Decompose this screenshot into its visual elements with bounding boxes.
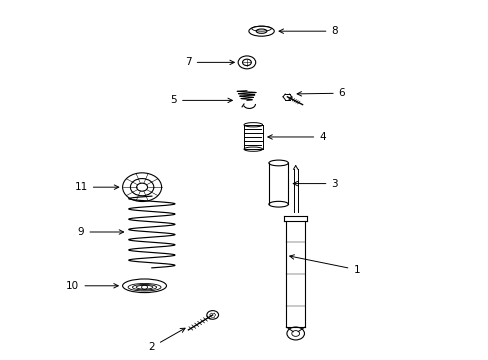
Text: 8: 8 (279, 26, 337, 36)
Text: 5: 5 (170, 95, 232, 105)
Text: 1: 1 (289, 255, 359, 275)
Text: 6: 6 (297, 88, 345, 98)
Text: 7: 7 (185, 57, 234, 67)
Text: 9: 9 (78, 227, 123, 237)
Text: 3: 3 (293, 179, 337, 189)
Text: 4: 4 (267, 132, 325, 142)
Text: 10: 10 (66, 281, 118, 291)
Text: 11: 11 (74, 182, 119, 192)
Text: 2: 2 (148, 328, 184, 352)
